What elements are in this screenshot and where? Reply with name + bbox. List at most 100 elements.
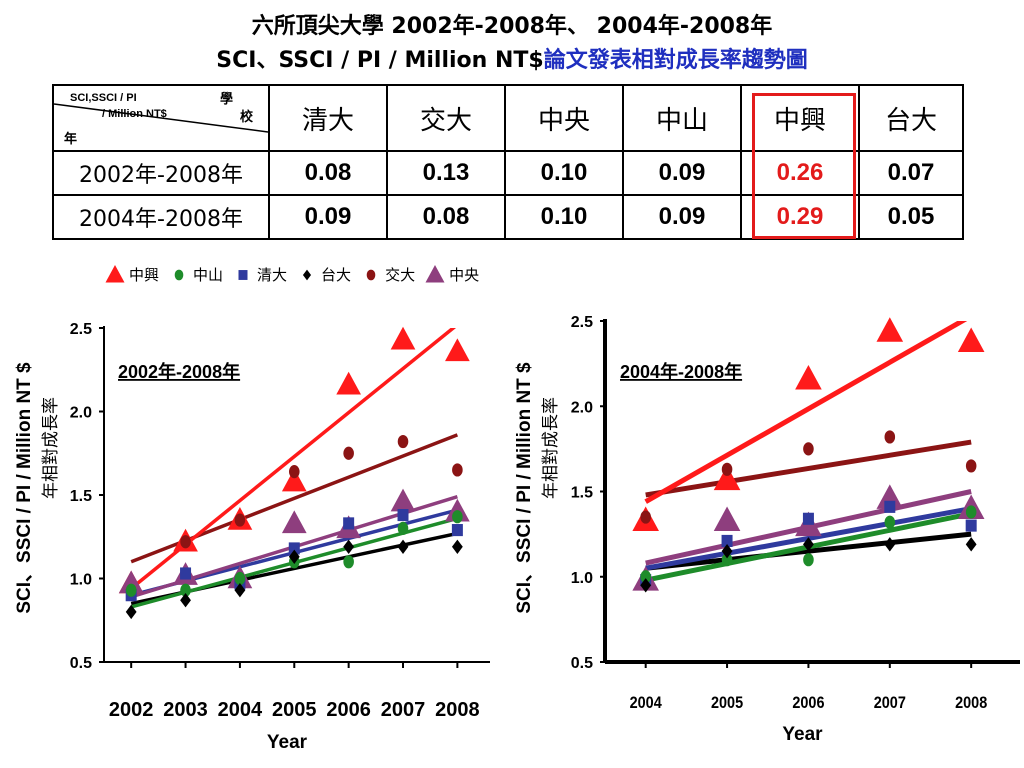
- title-line-1: 六所頂尖大學 2002年-2008年、 2004年-2008年: [251, 14, 773, 39]
- data-point: [721, 534, 733, 547]
- legend-marker: [366, 269, 376, 281]
- value-cell: 0.08: [268, 150, 388, 196]
- x-tick-label: 2008: [955, 694, 987, 712]
- x-tick-label: 2002: [109, 699, 154, 721]
- x-tick-label: 2008: [435, 699, 480, 721]
- data-point: [397, 434, 409, 449]
- data-point: [965, 459, 977, 473]
- chart-2004-2008: 0.5 1.0 1.5 2.0 2.5 2004 2005 2006 2007 2008 Year S…: [514, 314, 1020, 745]
- data-point: [118, 570, 144, 594]
- data-point: [180, 583, 191, 597]
- trendline: [645, 439, 972, 498]
- y-tick-label: 0.5: [571, 655, 593, 672]
- growth-rate-table: SCI,SSCI / PI / Million NT$ 學 校 年 清大 交大 …: [52, 84, 964, 240]
- data-point: [343, 517, 355, 530]
- data-point: [397, 539, 409, 554]
- value-cell: 0.13: [386, 150, 506, 196]
- data-point: [343, 446, 354, 460]
- data-point: [802, 512, 814, 525]
- corner-diagonal: [54, 103, 268, 133]
- chart-title: 2004年-2008年: [620, 361, 742, 382]
- data-point: [397, 521, 409, 535]
- data-point: [884, 537, 896, 552]
- data-point: [803, 537, 814, 552]
- legend-marker-shape: [105, 265, 125, 283]
- corner-col-label-2: 校: [240, 109, 254, 124]
- data-point: [445, 498, 470, 522]
- data-point: [397, 508, 409, 522]
- period-cell: 2004年-2008年: [52, 194, 270, 240]
- title-line-2: SCI、SSCI / PI / Million NT$論文發表相對成長率趨勢圖: [0, 42, 1024, 74]
- data-point: [452, 510, 463, 524]
- legend-label: 台大: [321, 265, 352, 284]
- legend-label: 中央: [449, 265, 480, 284]
- value-cell: 0.10: [504, 194, 624, 240]
- y-axis-label: SCI、SSCI / PI / Million NT $: [14, 362, 35, 614]
- value-cell: 0.09: [268, 194, 388, 240]
- data-point: [445, 338, 470, 362]
- data-point: [343, 539, 355, 554]
- data-point: [281, 510, 307, 534]
- value-cell-highlight: 0.26: [740, 150, 860, 196]
- y-axis-label: SCI、SSCI / PI / Million NT $: [514, 362, 535, 614]
- x-axis-label: Year: [267, 732, 308, 753]
- data-point: [640, 578, 652, 593]
- legend-label: 清大: [257, 265, 288, 284]
- x-tick-label: 2007: [874, 694, 906, 712]
- data-point: [180, 593, 191, 608]
- legend-marker-shape: [425, 265, 445, 283]
- period-cell: 2002年-2008年: [52, 150, 270, 196]
- y-axis-label-secondary: 年相對成長率: [541, 397, 561, 499]
- x-tick-label: 2005: [711, 694, 743, 712]
- data-point: [390, 326, 416, 350]
- x-tick-label: 2005: [272, 699, 317, 721]
- legend-marker: [302, 269, 312, 281]
- table-header-row: SCI,SSCI / PI / Million NT$ 學 校 年 清大 交大 …: [52, 84, 964, 152]
- data-point: [965, 537, 977, 552]
- data-point: [803, 442, 814, 456]
- data-point: [713, 506, 741, 531]
- legend-marker: [174, 269, 184, 281]
- y-tick-label: 0.5: [70, 655, 92, 672]
- y-tick-label: 1.5: [571, 485, 593, 502]
- data-point: [343, 555, 354, 569]
- legend-label: 中興: [129, 265, 160, 284]
- data-point: [721, 462, 733, 476]
- data-point: [876, 484, 904, 509]
- legend-marker-shape: [174, 269, 184, 281]
- school-header: 清大: [268, 84, 388, 152]
- legend-label: 交大: [385, 265, 416, 284]
- data-point: [125, 604, 137, 620]
- x-tick-label: 2006: [792, 694, 824, 712]
- legend-label: 中山: [193, 265, 224, 284]
- y-tick-label: 1.0: [571, 570, 593, 587]
- x-tick-label: 2006: [326, 699, 371, 721]
- data-point: [965, 505, 977, 519]
- data-point: [390, 488, 416, 512]
- data-point: [957, 327, 985, 352]
- legend-item: 中央: [425, 264, 479, 285]
- legend-marker-shape: [366, 269, 376, 281]
- data-point: [640, 570, 651, 584]
- data-point: [884, 515, 896, 529]
- school-header: 台大: [858, 84, 964, 152]
- data-point: [795, 364, 822, 390]
- value-cell: 0.07: [858, 150, 964, 196]
- legend-marker-shape: [238, 270, 248, 280]
- chart-legend: 中興 中山 清大 台大 交大 中央: [105, 262, 479, 286]
- value-cell: 0.09: [622, 150, 742, 196]
- x-tick-label: 2003: [163, 699, 208, 721]
- title-line-2-highlight: 論文發表相對成長率趨勢圖: [543, 48, 808, 73]
- school-header: 交大: [386, 84, 506, 152]
- data-point: [640, 510, 651, 524]
- data-point: [452, 463, 463, 477]
- legend-item: 清大: [233, 264, 287, 285]
- legend-item: 中山: [169, 264, 223, 285]
- y-tick-label: 1.0: [70, 572, 92, 589]
- data-point: [336, 371, 361, 395]
- corner-col-label-1: 學: [220, 91, 234, 106]
- table-row: 2004年-2008年 0.09 0.08 0.10 0.09 0.29 0.0…: [52, 194, 964, 240]
- corner-row-label: 年: [64, 131, 78, 146]
- chart-2002-2008: 0.5 1.0 1.5 2.0 2.5 2002 2003 2004 2005 2006 2007 2…: [14, 321, 490, 753]
- data-point: [451, 524, 463, 537]
